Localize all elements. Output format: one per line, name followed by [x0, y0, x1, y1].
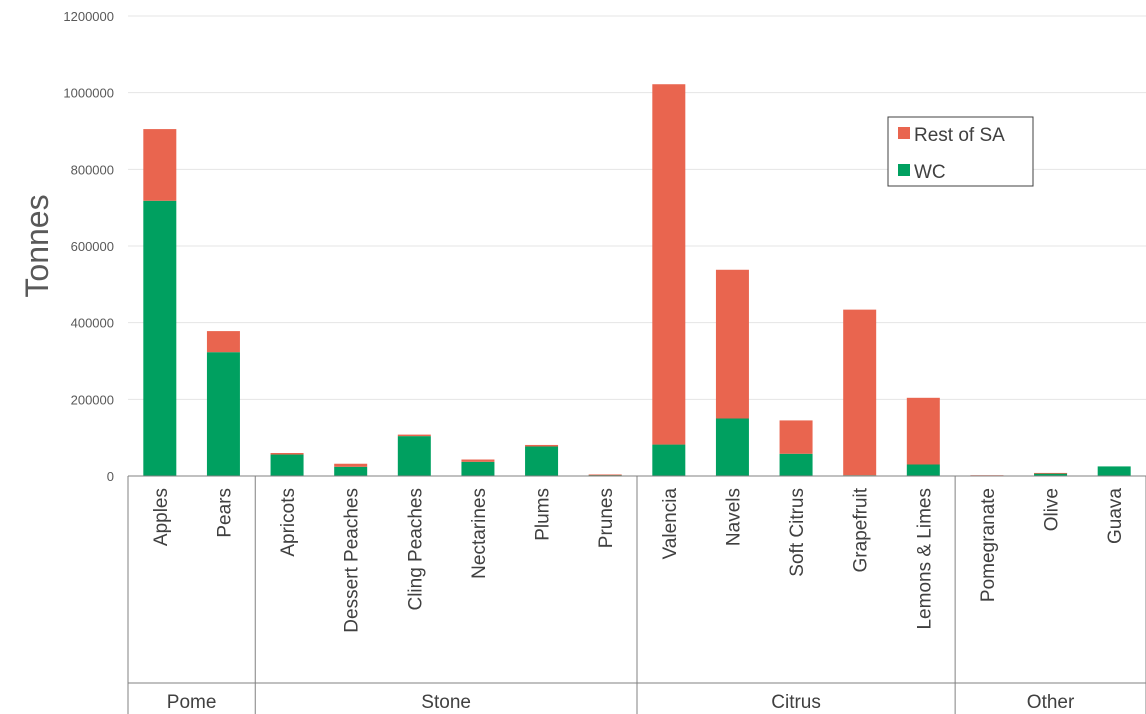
y-tick-label: 600000	[71, 239, 114, 254]
x-tick-label-soft-citrus: Soft Citrus	[787, 488, 808, 577]
group-label-citrus: Citrus	[771, 692, 821, 713]
legend-swatch-wc	[898, 164, 910, 176]
bar-wc-apricots	[270, 454, 304, 476]
x-axis: Apples Pears Apricots Dessert Peaches Cling …	[127, 475, 1146, 714]
bar-wc-pears	[206, 352, 240, 476]
bar-rest-of-sa-nectarines	[461, 459, 495, 462]
gridlines	[128, 15, 1146, 400]
x-tick-label-navels: Navels	[723, 488, 744, 546]
bar-wc-apples	[143, 200, 177, 476]
x-tick-label-dessert-peaches: Dessert Peaches	[342, 488, 363, 633]
bar-wc-prunes	[588, 474, 622, 476]
bar-rest-of-sa-lemons-and-limes	[906, 397, 940, 465]
legend-label-wc: WC	[914, 162, 946, 183]
group-label-pome: Pome	[167, 692, 217, 713]
x-tick-label-lemons-and-limes: Lemons & Limes	[914, 488, 935, 630]
y-tick-label: 1200000	[63, 9, 114, 24]
bar-wc-lemons-and-limes	[906, 464, 940, 476]
x-tick-label-grapefruit: Grapefruit	[851, 487, 872, 572]
x-tick-label-guava: Guava	[1105, 488, 1126, 544]
bar-wc-guava	[1097, 466, 1131, 476]
y-tick-label: 200000	[71, 392, 114, 407]
bar-rest-of-sa-apples	[143, 129, 177, 201]
x-tick-label-apples: Apples	[151, 488, 172, 546]
bar-wc-olive	[1034, 473, 1068, 476]
bar-wc-dessert-peaches	[334, 466, 368, 476]
bar-rest-of-sa-soft-citrus	[779, 420, 813, 454]
legend-label-rest-of-sa: Rest of SA	[914, 125, 1005, 146]
legend: Rest of SA WC	[887, 116, 1034, 187]
x-tick-label-cling-peaches: Cling Peaches	[405, 488, 426, 611]
y-tick-label: 1000000	[63, 86, 114, 101]
bar-wc-cling-peaches	[397, 436, 431, 476]
y-axis-ticks: 0 200000 400000 600000 800000 1000000 1200000	[63, 9, 114, 484]
legend-frame	[887, 116, 1034, 187]
bar-rest-of-sa-valencia	[652, 84, 686, 445]
bar-rest-of-sa-grapefruit	[843, 309, 877, 476]
y-axis-title: Tonnes	[19, 194, 55, 297]
x-tick-label-prunes: Prunes	[596, 488, 617, 548]
bar-rest-of-sa-cling-peaches	[397, 434, 431, 437]
x-tick-label-pears: Pears	[214, 488, 235, 538]
bar-rest-of-sa-apricots	[270, 453, 304, 455]
y-tick-label: 400000	[71, 316, 114, 331]
x-tick-label-olive: Olive	[1042, 488, 1063, 531]
bar-rest-of-sa-dessert-peaches	[334, 463, 368, 467]
y-tick-label: 800000	[71, 162, 114, 177]
bar-rest-of-sa-navels	[715, 269, 749, 419]
x-tick-label-pomegranate: Pomegranate	[978, 488, 999, 602]
group-label-stone: Stone	[421, 692, 471, 713]
x-tick-label-plums: Plums	[533, 488, 554, 541]
x-tick-label-valencia: Valencia	[660, 488, 681, 560]
bar-wc-nectarines	[461, 461, 495, 476]
x-tick-label-apricots: Apricots	[278, 488, 299, 557]
bar-wc-plums	[525, 446, 559, 476]
bar-wc-valencia	[652, 444, 686, 476]
legend-swatch-rest-of-sa	[898, 127, 910, 139]
bar-rest-of-sa-prunes	[588, 474, 622, 476]
x-tick-label-nectarines: Nectarines	[469, 488, 490, 579]
y-tick-label: 0	[107, 469, 114, 484]
bars	[143, 84, 1131, 477]
bar-wc-soft-citrus	[779, 453, 813, 476]
bar-wc-navels	[715, 418, 749, 476]
bar-rest-of-sa-pears	[206, 331, 240, 353]
bar-rest-of-sa-plums	[525, 444, 559, 447]
group-label-other: Other	[1027, 692, 1075, 713]
bar-rest-of-sa-olive	[1034, 472, 1068, 474]
